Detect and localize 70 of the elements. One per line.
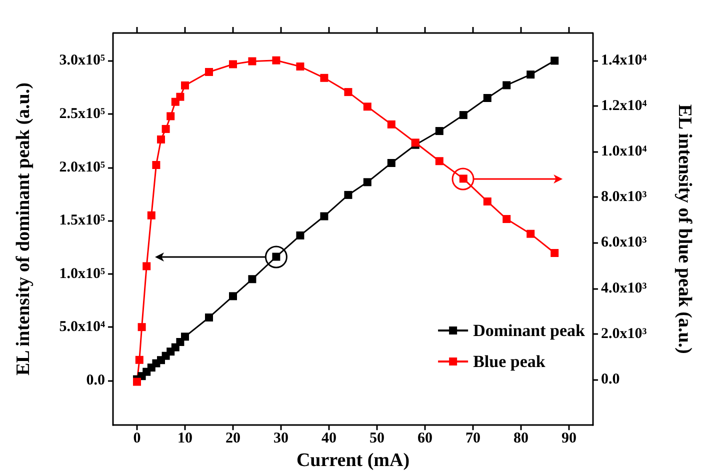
point — [550, 248, 559, 257]
point — [320, 212, 328, 220]
point — [344, 88, 352, 96]
legend-label: Dominant peak — [473, 321, 586, 340]
y2-tick-label: 1.0x10⁴ — [601, 144, 648, 160]
y-axis-title: EL intensity of dominant peak (a.u.) — [13, 82, 34, 376]
y-tick-label: 1.5x10⁵ — [59, 212, 106, 229]
point — [157, 135, 165, 144]
point — [363, 178, 372, 186]
point — [135, 356, 144, 364]
point — [435, 127, 444, 136]
y-tick-label: 2.5x10⁵ — [59, 106, 106, 122]
point — [181, 81, 189, 90]
point — [296, 62, 304, 71]
y2-tick-label: 1.2x10⁴ — [601, 98, 648, 114]
x-tick-label: 0 — [133, 430, 141, 447]
y2-tick-label: 4.0x10³ — [601, 280, 648, 296]
y-tick-label: 5.0x10⁴ — [59, 319, 106, 336]
y-tick-label: 0.0 — [86, 372, 105, 388]
x-tick-label: 70 — [466, 430, 480, 447]
point — [550, 56, 559, 65]
point — [181, 332, 189, 341]
point — [320, 74, 328, 82]
x-axis-title: Current (mA) — [296, 450, 410, 471]
point — [526, 70, 535, 79]
y2-tick-label: 2.0x10³ — [601, 326, 648, 342]
point — [248, 57, 256, 66]
x-tick-label: 80 — [514, 430, 528, 447]
y-tick-label: 2.0x10⁵ — [59, 159, 106, 176]
x-tick-label: 40 — [322, 430, 336, 447]
point — [435, 157, 444, 166]
point — [248, 275, 256, 284]
y2-tick-label: 6.0x10³ — [601, 234, 648, 251]
x-tick-label: 10 — [178, 430, 192, 447]
point — [229, 292, 237, 300]
point — [142, 262, 151, 270]
point — [272, 56, 280, 64]
point — [205, 68, 213, 76]
point — [296, 231, 304, 240]
point — [387, 120, 396, 128]
x-tick-label: 20 — [226, 430, 240, 447]
point — [229, 60, 237, 68]
y2-tick-label: 0.0 — [601, 372, 620, 388]
point — [363, 102, 372, 111]
x-tick-label: 50 — [370, 430, 384, 447]
point — [205, 313, 213, 322]
point — [502, 81, 511, 90]
point — [133, 378, 141, 386]
legend-label: Blue peak — [473, 352, 546, 371]
point — [152, 160, 160, 169]
point — [162, 124, 170, 133]
point — [344, 190, 352, 199]
point — [483, 94, 492, 102]
point — [176, 92, 184, 101]
x-tick-label: 30 — [274, 430, 288, 447]
point — [166, 112, 175, 120]
y2-tick-label: 1.4x10⁴ — [601, 52, 648, 68]
x-tick-label: 90 — [562, 430, 576, 447]
point — [459, 111, 468, 120]
point — [387, 158, 396, 167]
point — [138, 323, 146, 332]
point — [526, 230, 535, 238]
x-tick-label: 60 — [418, 430, 432, 447]
point — [147, 211, 156, 220]
y2-tick-label: 8.0x10³ — [601, 189, 648, 206]
y2-axis-title: EL intensity of blue peak (a.u.) — [674, 104, 695, 354]
y-tick-label: 3.0x10⁵ — [59, 52, 106, 69]
point — [502, 215, 511, 224]
y-tick-label: 1.0x10⁵ — [59, 266, 106, 282]
point — [483, 197, 492, 206]
